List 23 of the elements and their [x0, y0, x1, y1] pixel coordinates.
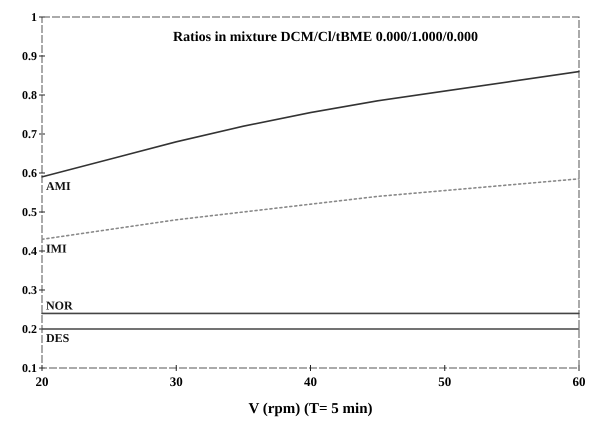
y-tick-label: 0.1	[22, 361, 37, 376]
y-tick-label: 0.3	[22, 283, 37, 298]
y-tick-label: 0.5	[22, 205, 37, 220]
x-tick-label: 40	[304, 374, 317, 389]
line-series	[41, 70, 580, 178]
y-tick-label: 1	[31, 10, 37, 24]
y-tick-label: 0.9	[22, 49, 37, 64]
text: Ratios in mixture DCM/Cl/tBME 0.000/1.000/0.000	[172, 30, 478, 45]
series-label: NOR	[46, 298, 73, 312]
series-label: DES	[46, 331, 70, 345]
line-series	[41, 178, 580, 240]
x-tick-label: 50	[438, 374, 452, 389]
x-tick-label: 20	[36, 374, 48, 389]
y-tick-label: 0.6	[22, 166, 37, 180]
x-tick-label: 60	[572, 374, 586, 389]
y-tick-label: 0.7	[22, 127, 37, 142]
series-label: AMI	[46, 178, 71, 193]
y-tick-label: 0.2	[22, 322, 37, 336]
x-tick-label: 30	[170, 374, 183, 389]
series-label: IMI	[46, 241, 67, 256]
x-axis-title: V (rpm) (T= 5 min)	[248, 401, 373, 417]
y-tick-label: 0.8	[22, 88, 37, 102]
y-tick-label: 0.4	[22, 244, 37, 258]
